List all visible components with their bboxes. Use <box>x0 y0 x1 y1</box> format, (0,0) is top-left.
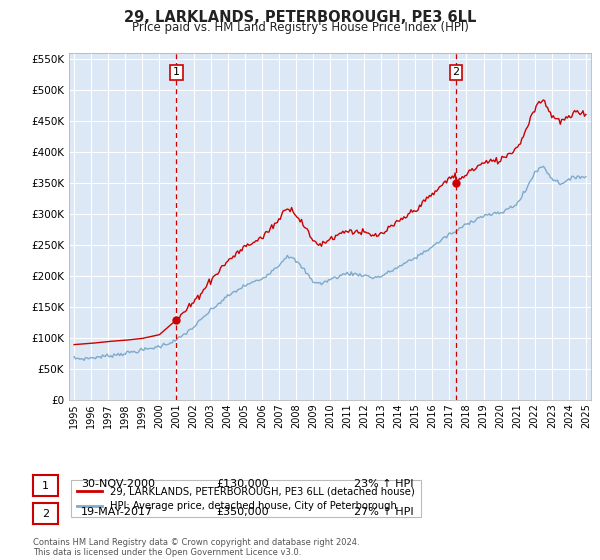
Text: 29, LARKLANDS, PETERBOROUGH, PE3 6LL: 29, LARKLANDS, PETERBOROUGH, PE3 6LL <box>124 10 476 25</box>
Text: 30-NOV-2000: 30-NOV-2000 <box>81 479 155 489</box>
Text: 2: 2 <box>452 67 460 77</box>
Text: £350,000: £350,000 <box>216 507 269 517</box>
Text: £130,000: £130,000 <box>216 479 269 489</box>
Text: 19-MAY-2017: 19-MAY-2017 <box>81 507 153 517</box>
Text: 1: 1 <box>42 480 49 491</box>
Text: Price paid vs. HM Land Registry's House Price Index (HPI): Price paid vs. HM Land Registry's House … <box>131 21 469 34</box>
Text: 27% ↑ HPI: 27% ↑ HPI <box>354 507 413 517</box>
Text: Contains HM Land Registry data © Crown copyright and database right 2024.
This d: Contains HM Land Registry data © Crown c… <box>33 538 359 557</box>
Legend: 29, LARKLANDS, PETERBOROUGH, PE3 6LL (detached house), HPI: Average price, detac: 29, LARKLANDS, PETERBOROUGH, PE3 6LL (de… <box>71 480 421 517</box>
Text: 2: 2 <box>42 508 49 519</box>
Text: 1: 1 <box>173 67 180 77</box>
Text: 23% ↑ HPI: 23% ↑ HPI <box>354 479 413 489</box>
